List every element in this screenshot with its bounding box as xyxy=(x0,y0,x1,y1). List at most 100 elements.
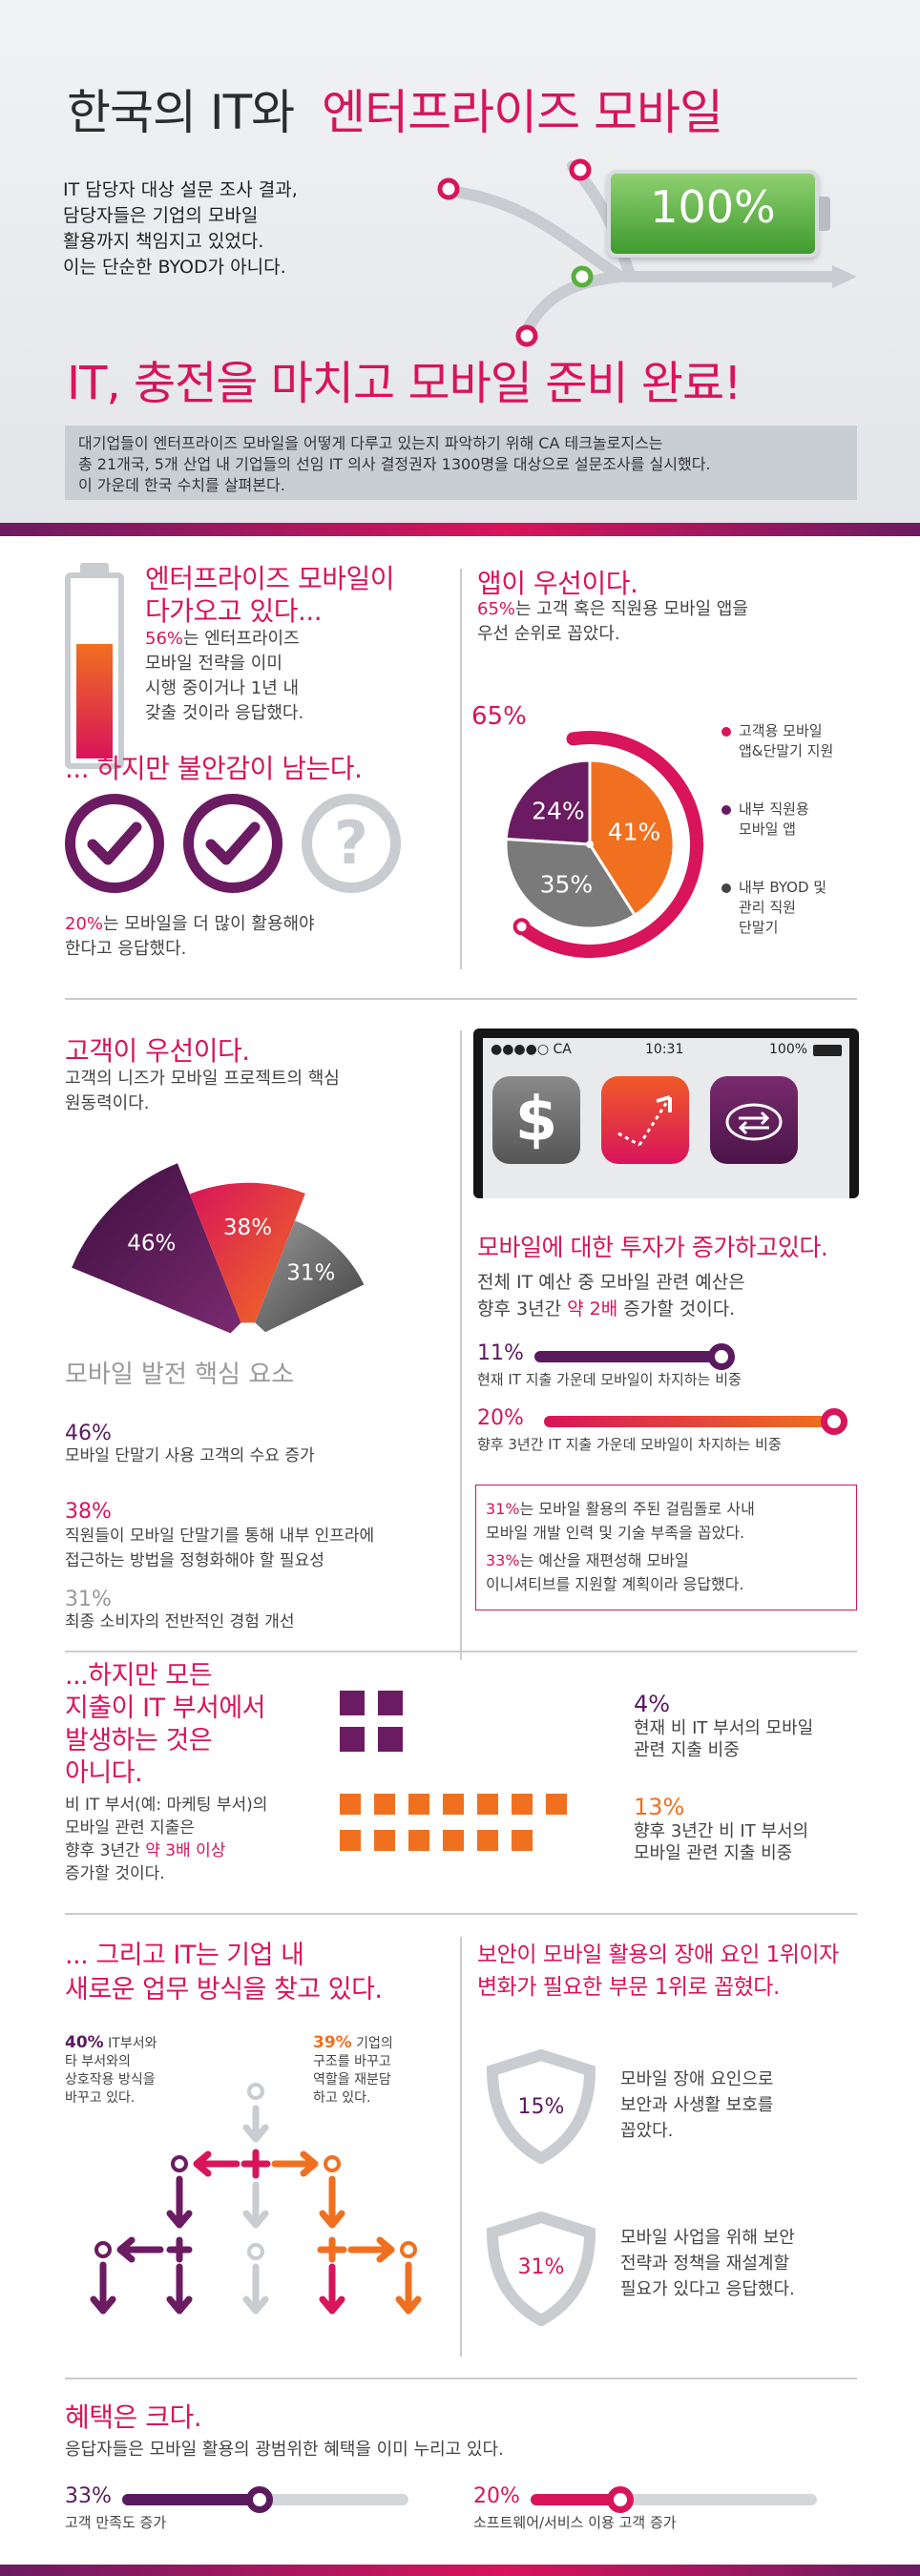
section-benefit-title: 혜택은 크다. xyxy=(65,2401,202,2433)
item-stat: 31% xyxy=(65,1588,112,1611)
workflow-diagram xyxy=(90,2083,422,2315)
text-line: 는 엔터프라이즈 xyxy=(183,629,300,649)
apps-legend: 고객용 모바일 앱&단말기 지원 내부 직원용 모바일 앱 내부 BYOD 및 … xyxy=(721,721,833,938)
text-line: 전체 IT 예산 중 모바일 관련 예산은 xyxy=(477,1272,745,1293)
title-line: 엔터프라이즈 모바일이 xyxy=(145,563,395,594)
text-line: 고객의 니즈가 모바일 프로젝트의 핵심 xyxy=(65,1069,340,1089)
text-line: 한다고 응답했다. xyxy=(65,939,187,959)
cloud-sync-icon[interactable] xyxy=(710,1076,798,1164)
title-line: ... 그리고 IT는 기업 내 xyxy=(65,1941,304,1970)
phone-mockup: ●●●●○ CA 10:31 100% $ xyxy=(473,1028,859,1198)
spend-square xyxy=(340,1691,365,1715)
legend-text: 앱&단말기 지원 xyxy=(739,742,834,759)
legend-text: 단말기 xyxy=(739,919,779,936)
text-line: 모바일 개발 인력 및 기술 부족을 꼽았다. xyxy=(486,1524,745,1542)
text-line: 기업의 xyxy=(356,2036,393,2051)
bar-knob xyxy=(821,1408,847,1435)
battery-tip xyxy=(819,197,830,231)
customer-fan-chart: 46% 38% 31% xyxy=(72,1163,365,1334)
battery-label: 100% xyxy=(650,181,776,233)
spend-square xyxy=(512,1794,533,1815)
text-line: 보안과 사생활 보호를 xyxy=(620,2095,774,2115)
spend-square xyxy=(378,1691,403,1715)
checkmark-icon xyxy=(65,794,164,893)
spend-squares-current xyxy=(340,1691,416,1757)
item-text: 직원들이 모바일 단말기를 통해 내부 인프라에 xyxy=(65,1527,375,1546)
text-line: 모바일 장애 요인으로 xyxy=(620,2069,774,2089)
carrier-text: ●●●●○ CA xyxy=(491,1042,572,1057)
section-security-title: 보안이 모바일 활용의 장애 요인 1위이자 변화가 필요한 부문 1위로 꼽혔… xyxy=(477,1939,839,2004)
pie-label: 24% xyxy=(532,798,585,825)
column-divider xyxy=(460,1030,462,1660)
invest-bar-row: 20% 향후 3년간 IT 지출 가운데 모바일이 차지하는 비중 xyxy=(477,1406,859,1454)
title-line: 변화가 필요한 부문 1위로 꼽혔다. xyxy=(477,1975,780,2000)
spend-squares-future xyxy=(340,1794,626,1860)
text-line: 갖출 것이라 응답했다. xyxy=(145,703,304,723)
phone-battery-text: 100% xyxy=(769,1042,808,1057)
text-line: IT부서와 xyxy=(108,2036,157,2051)
intro-text: IT 담당자 대상 설문 조사 결과, 담당자들은 기업의 모바일 활용까지 책… xyxy=(63,177,298,280)
outer-arc-end xyxy=(512,918,531,936)
text-line: 전략과 정책을 재설계할 xyxy=(620,2254,790,2274)
desc-line: 총 21개국, 5개 산업 내 기업들의 선임 IT 의사 결정권자 1300명… xyxy=(78,455,711,473)
text-line: 필요가 있다고 응답했다. xyxy=(620,2279,795,2299)
spend-square xyxy=(443,1794,464,1815)
text-line: 증가할 것이다. xyxy=(65,1864,165,1883)
legend-item: 고객용 모바일 앱&단말기 지원 xyxy=(721,721,833,761)
item-stat: 46% xyxy=(65,1422,112,1445)
spend-square xyxy=(408,1830,429,1851)
pie-label: 41% xyxy=(608,818,661,845)
benefit-bar-row: 33% 고객 만족도 증가 xyxy=(65,2484,408,2532)
fan-label: 31% xyxy=(286,1261,335,1286)
text-line: 바꾸고 있다. xyxy=(65,2090,136,2106)
spend-square xyxy=(443,1830,464,1851)
stat: 33% xyxy=(486,1551,520,1569)
status-bar: ●●●●○ CA 10:31 100% xyxy=(483,1038,849,1063)
checkmark-icon xyxy=(183,794,282,893)
fan-caption: 모바일 발전 핵심 요소 xyxy=(65,1361,295,1389)
stat-text: 향후 3년간 비 IT 부서의 xyxy=(634,1821,809,1841)
intro-line: 이는 단순한 BYOD가 아니다. xyxy=(63,257,286,278)
apps-pie-chart: 24% 41% 35% xyxy=(504,731,703,958)
text-line: 시행 중이거나 1년 내 xyxy=(145,678,300,698)
dollar-icon[interactable]: $ xyxy=(492,1076,580,1164)
spend-square xyxy=(408,1794,429,1815)
spend-square xyxy=(340,1727,365,1752)
legend-dot xyxy=(721,727,731,737)
text-line: 우선 순위로 꼽았다. xyxy=(477,624,620,644)
title-line: 다가오고 있다... xyxy=(145,595,323,627)
text-line: 구조를 바꾸고 xyxy=(313,2054,391,2069)
section-divider xyxy=(65,1651,857,1652)
text-line: 비 IT 부서(예: 마케팅 부서)의 xyxy=(65,1796,268,1815)
full-battery-icon xyxy=(607,170,819,258)
legend-text: 관리 직원 xyxy=(739,899,796,916)
legend-text: 내부 직원용 xyxy=(739,800,809,818)
text-line: 모바일 사업을 위해 보안 xyxy=(620,2228,795,2248)
section-divider xyxy=(65,1913,857,1915)
shield-stat: 15% xyxy=(517,2095,565,2119)
spend-square xyxy=(374,1794,395,1815)
text-line: 원동력이다. xyxy=(65,1093,150,1113)
stat-text: 관련 지출 비중 xyxy=(634,1740,740,1761)
branch-graphic xyxy=(437,158,857,347)
spend-square xyxy=(477,1830,498,1851)
section-divider xyxy=(65,998,857,1000)
item-stat: 38% xyxy=(65,1500,112,1524)
text-line: 모바일 관련 지출은 xyxy=(65,1818,195,1838)
growth-arrow-icon[interactable] xyxy=(601,1076,689,1164)
fan-wedge xyxy=(72,1163,241,1334)
text-part: 향후 3년간 xyxy=(477,1298,562,1319)
spend-square xyxy=(546,1794,567,1815)
section-invest-text: 전체 IT 예산 중 모바일 관련 예산은 향후 3년간 약 2배 증가할 것이… xyxy=(477,1269,745,1322)
desc-box: 대기업들이 엔터프라이즈 모바일을 어떻게 다루고 있는지 파악하기 위해 CA… xyxy=(65,426,857,500)
pie-label: 35% xyxy=(540,871,594,899)
spend-square xyxy=(477,1794,498,1815)
text-line: 상호작용 방식을 xyxy=(65,2072,156,2088)
stat: 31% xyxy=(486,1500,520,1518)
intro-line: 활용까지 책임지고 있었다. xyxy=(63,231,264,252)
text-line: 는 예산을 재편성해 모바일 xyxy=(519,1551,689,1569)
legend-dot xyxy=(721,805,731,815)
legend-text: 고객용 모바일 xyxy=(739,722,823,739)
security-item-text: 모바일 장애 요인으로 보안과 사생활 보호를 꼽았다. xyxy=(620,2067,773,2144)
shield-stat: 31% xyxy=(517,2255,565,2279)
